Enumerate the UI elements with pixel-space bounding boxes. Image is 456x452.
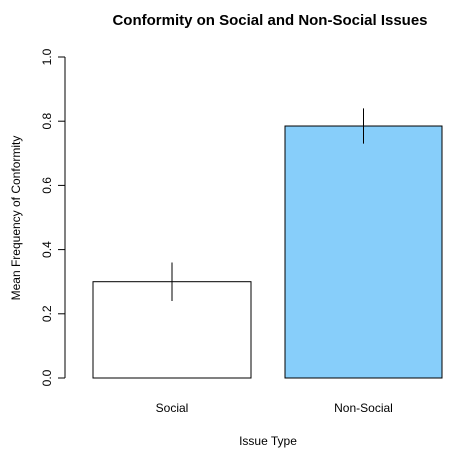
y-tick-label: 0.0 <box>40 369 54 386</box>
chart-title: Conformity on Social and Non-Social Issu… <box>112 12 427 29</box>
y-tick-label: 1.0 <box>40 48 54 65</box>
y-axis: 0.0 0.2 0.4 0.6 0.8 1.0 <box>40 48 66 386</box>
y-axis-label: Mean Frequency of Conformity <box>9 136 23 301</box>
x-tick-label: Non-Social <box>334 401 393 415</box>
y-tick-label: 0.8 <box>40 113 54 130</box>
x-axis-label: Issue Type <box>239 434 297 448</box>
x-tick-labels: Social Non-Social <box>156 401 393 415</box>
y-tick-label: 0.4 <box>40 241 54 258</box>
bars <box>92 108 443 379</box>
y-tick-label: 0.6 <box>40 177 54 194</box>
y-tick-label: 0.2 <box>40 305 54 322</box>
x-tick-label: Social <box>156 401 189 415</box>
bar-non-social <box>284 125 443 379</box>
